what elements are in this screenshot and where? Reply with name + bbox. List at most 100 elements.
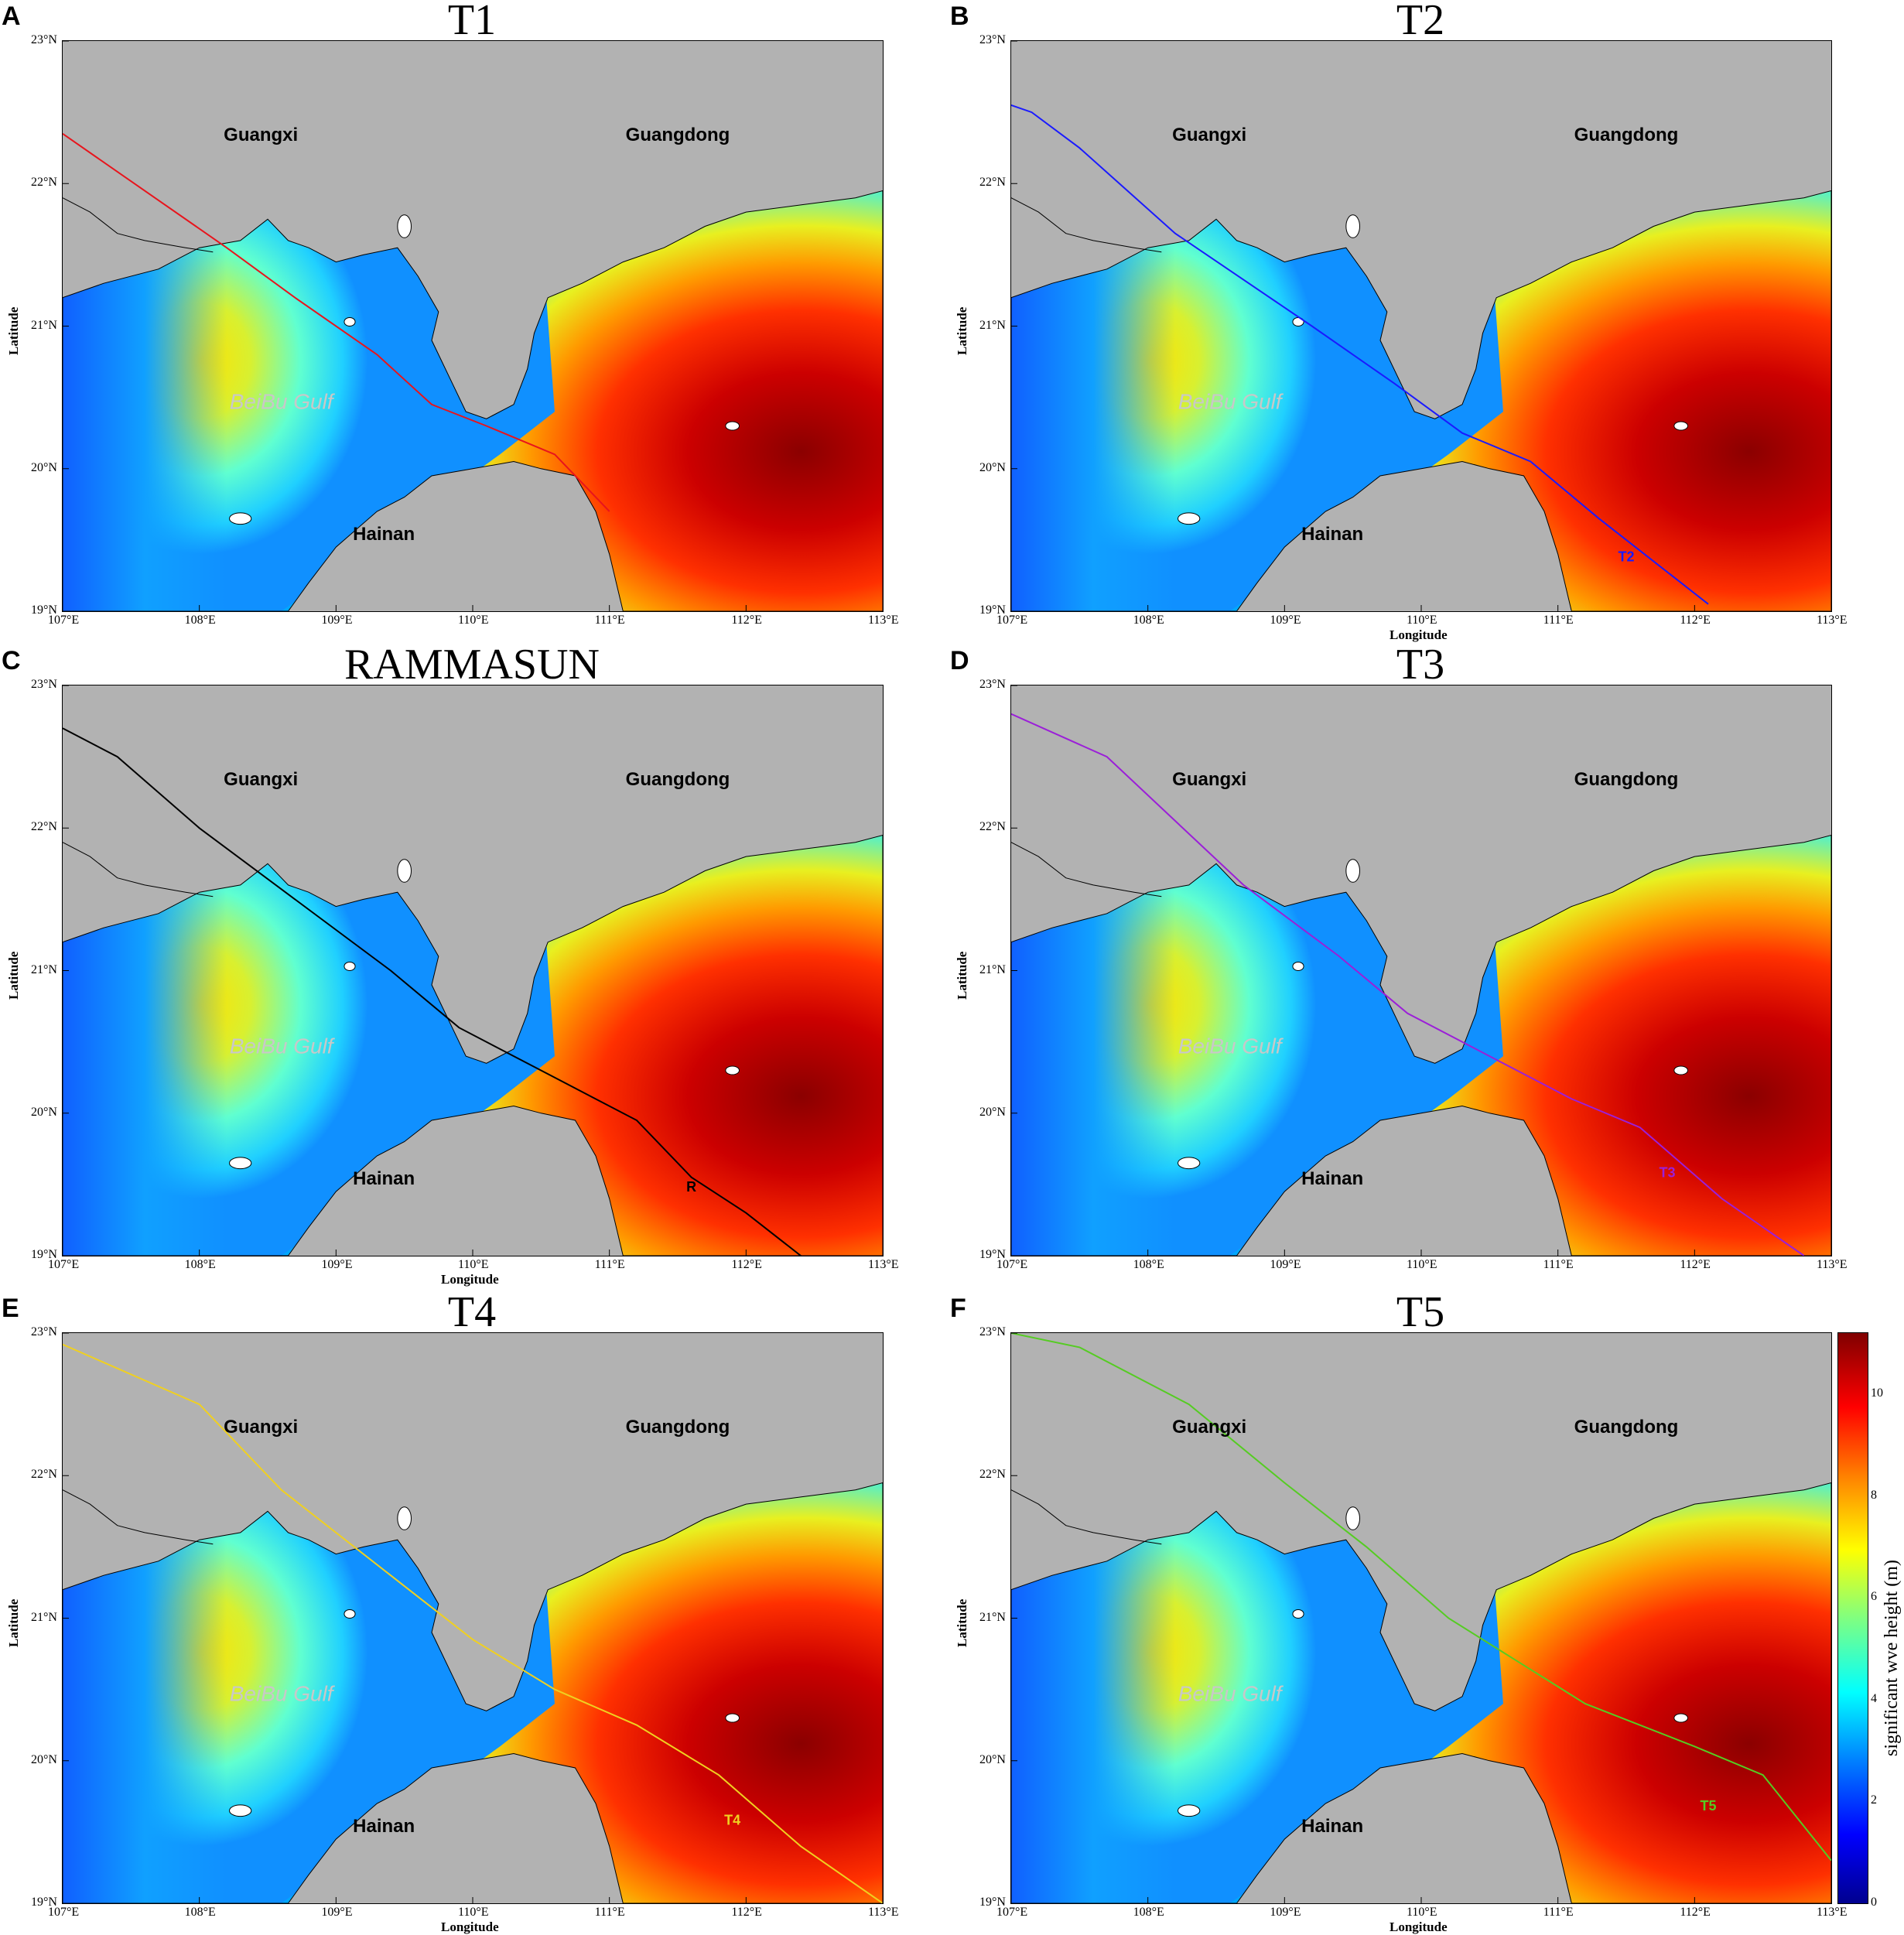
lon-tick-label: 110°E (458, 614, 489, 627)
region-label-beibu: BeiBu Gulf (230, 1681, 336, 1705)
track-label: T4 (724, 1813, 740, 1828)
lon-tick-label: 110°E (1407, 1906, 1437, 1919)
lon-tick-label: 111°E (1543, 1258, 1574, 1271)
region-label-guangxi: Guangxi (224, 769, 298, 790)
region-label-hainan: Hainan (1301, 524, 1363, 545)
wave-height-map: Guangxi Guangdong Hainan BeiBu Gulf T5 (1010, 1332, 1832, 1904)
lat-tick-label: 23°N (979, 678, 1006, 691)
lon-tick-label: 113°E (868, 614, 899, 627)
region-label-guangdong: Guangdong (626, 1417, 730, 1438)
lon-tick-label: 108°E (1133, 1258, 1164, 1271)
y-axis-title: Latitude (955, 951, 969, 1000)
lat-tick-label: 23°N (31, 1325, 57, 1338)
lon-tick-label: 113°E (1817, 1258, 1848, 1271)
region-label-beibu: BeiBu Gulf (1178, 389, 1284, 413)
island (1178, 512, 1201, 525)
region-label-guangdong: Guangdong (626, 769, 730, 790)
lon-tick-label: 113°E (868, 1906, 899, 1919)
panel-title: T4 (447, 1288, 497, 1336)
lon-tick-label: 111°E (1543, 614, 1574, 627)
panel-letter: B (950, 2, 969, 31)
lat-tick-label: 21°N (979, 318, 1006, 332)
y-axis-title: Latitude (955, 306, 969, 355)
region-label-guangdong: Guangdong (626, 125, 730, 145)
lon-tick-label: 110°E (1407, 614, 1437, 627)
lon-tick-label: 113°E (868, 1258, 899, 1271)
wave-height-map: Guangxi Guangdong Hainan BeiBu Gulf T4 (62, 1332, 884, 1904)
map-canvas: Guangxi Guangdong Hainan BeiBu Gulf (63, 41, 883, 611)
lat-tick-label: 20°N (979, 1752, 1006, 1766)
lon-tick-label: 108°E (184, 614, 216, 627)
island (725, 421, 740, 431)
lon-tick-label: 110°E (1407, 1258, 1437, 1271)
coastline (1011, 834, 1831, 1256)
wave-height-map: Guangxi Guangdong Hainan BeiBu Gulf T2 (1010, 40, 1832, 612)
lon-tick-label: 107°E (48, 1906, 80, 1919)
region-label-guangxi: Guangxi (1172, 1417, 1246, 1438)
lon-tick-label: 108°E (184, 1258, 216, 1271)
colorbar-tick-label: 10 (1871, 1386, 1883, 1400)
lat-tick-label: 21°N (979, 962, 1006, 976)
colorbar-tick-label: 6 (1871, 1590, 1877, 1604)
coastline (63, 1482, 883, 1903)
island (1178, 1157, 1201, 1170)
island (397, 1506, 412, 1530)
lon-tick-label: 112°E (1680, 1906, 1711, 1919)
lon-tick-label: 107°E (996, 614, 1028, 627)
panel-title: T5 (1396, 1288, 1445, 1336)
panel-title: T1 (447, 0, 497, 44)
lat-tick-label: 22°N (979, 176, 1006, 190)
map-canvas: Guangxi Guangdong Hainan BeiBu Gulf T3 (1011, 685, 1831, 1256)
lon-tick-label: 107°E (48, 614, 80, 627)
colorbar-tick-label: 2 (1871, 1793, 1877, 1807)
lon-tick-label: 108°E (1133, 1906, 1164, 1919)
border-line (1011, 842, 1162, 897)
panel-title: T2 (1396, 0, 1445, 44)
region-label-hainan: Hainan (353, 1168, 415, 1189)
coastline (1011, 190, 1831, 611)
lon-tick-label: 113°E (1817, 614, 1848, 627)
lat-tick-label: 22°N (979, 820, 1006, 834)
x-axis-title: Longitude (1390, 1920, 1448, 1934)
track-label: T2 (1618, 549, 1634, 565)
lat-tick-label: 20°N (979, 460, 1006, 474)
lon-tick-label: 108°E (184, 1906, 216, 1919)
border-line (63, 197, 214, 253)
island (1673, 1065, 1689, 1075)
lon-tick-label: 109°E (321, 1258, 353, 1271)
y-axis-title: Latitude (955, 1598, 969, 1647)
panel-letter: F (950, 1294, 966, 1323)
lon-tick-label: 108°E (1133, 614, 1164, 627)
typhoon-track (1011, 1333, 1831, 1861)
typhoon-track (63, 727, 802, 1256)
x-axis-title: Longitude (441, 1920, 499, 1934)
lon-tick-label: 111°E (594, 1258, 625, 1271)
lon-tick-label: 110°E (458, 1906, 489, 1919)
island (229, 1804, 252, 1817)
lon-tick-label: 111°E (594, 614, 625, 627)
lat-tick-label: 19°N (31, 1896, 57, 1909)
island (344, 1609, 356, 1619)
region-label-beibu: BeiBu Gulf (230, 389, 336, 413)
track-label: T5 (1700, 1798, 1716, 1814)
lon-tick-label: 112°E (1680, 1258, 1711, 1271)
coastline (1011, 1482, 1831, 1903)
island (344, 316, 356, 327)
island (1345, 214, 1360, 238)
island (397, 214, 412, 238)
coastline (63, 190, 883, 611)
lat-tick-label: 19°N (31, 1248, 57, 1261)
wave-height-map: Guangxi Guangdong Hainan BeiBu Gulf (62, 40, 884, 612)
typhoon-track (1011, 713, 1805, 1256)
lat-tick-label: 22°N (31, 176, 57, 190)
region-label-guangxi: Guangxi (1172, 125, 1246, 145)
island (725, 1713, 740, 1723)
lat-tick-label: 23°N (31, 678, 57, 691)
island (1673, 421, 1689, 431)
lat-tick-label: 23°N (979, 1325, 1006, 1338)
colorbar (1837, 1332, 1868, 1904)
typhoon-track (63, 1343, 883, 1903)
panel-letter: E (2, 1294, 19, 1323)
panel-title: T3 (1396, 641, 1445, 689)
lat-tick-label: 23°N (979, 33, 1006, 46)
